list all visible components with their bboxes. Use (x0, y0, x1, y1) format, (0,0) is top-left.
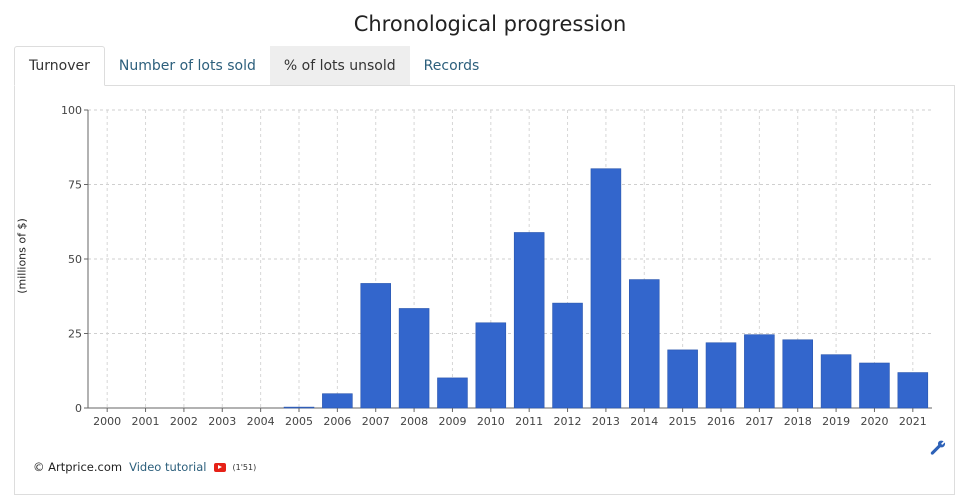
y-axis-label: (millions of $) (15, 218, 29, 294)
x-tick-label: 2019 (822, 415, 850, 428)
bar-2005[interactable] (283, 406, 315, 409)
x-tick-label: 2020 (860, 415, 888, 428)
x-tick-label: 2007 (362, 415, 390, 428)
x-tick-label: 2021 (899, 415, 927, 428)
x-tick-label: 2010 (477, 415, 505, 428)
x-tick-label: 2003 (208, 415, 236, 428)
bar-2011[interactable] (513, 232, 545, 409)
tab-percent-lots-unsold[interactable]: % of lots unsold (269, 46, 410, 86)
x-tick-label: 2001 (132, 415, 160, 428)
chart-panel (14, 85, 955, 495)
bar-2015[interactable] (667, 349, 698, 409)
x-tick-label: 2013 (592, 415, 620, 428)
tab-records[interactable]: Records (423, 58, 480, 74)
x-tick-label: 2002 (170, 415, 198, 428)
bar-2014[interactable] (629, 279, 660, 409)
bar-2018[interactable] (782, 339, 813, 409)
y-tick-label: 50 (68, 253, 82, 266)
bar-2010[interactable] (475, 322, 507, 409)
bar-2008[interactable] (398, 308, 430, 409)
video-duration: (1'51) (232, 462, 257, 472)
wrench-icon[interactable] (930, 440, 946, 456)
video-tutorial-link[interactable]: Video tutorial (129, 460, 207, 474)
x-tick-label: 2015 (669, 415, 697, 428)
bar-2007[interactable] (360, 283, 391, 409)
y-tick-label: 25 (68, 328, 82, 341)
youtube-icon[interactable] (213, 462, 226, 472)
bar-2021[interactable] (897, 372, 929, 409)
x-tick-label: 2005 (285, 415, 313, 428)
bar-2017[interactable] (744, 334, 775, 409)
x-tick-label: 2000 (93, 415, 121, 428)
y-tick-label: 75 (68, 179, 82, 192)
bar-2012[interactable] (552, 302, 583, 409)
bar-2013[interactable] (590, 168, 622, 409)
tab-turnover[interactable]: Turnover (14, 46, 105, 86)
bar-2009[interactable] (437, 377, 468, 409)
x-tick-label: 2009 (438, 415, 466, 428)
x-tick-label: 2014 (630, 415, 658, 428)
x-tick-label: 2008 (400, 415, 428, 428)
x-tick-label: 2012 (554, 415, 582, 428)
tab-bar: Turnover Number of lots sold % of lots u… (14, 46, 493, 86)
bar-2020[interactable] (859, 362, 890, 409)
x-tick-label: 2018 (784, 415, 812, 428)
tab-number-of-lots-sold[interactable]: Number of lots sold (118, 58, 256, 74)
page-title: Chronological progression (353, 12, 627, 36)
x-tick-label: 2004 (247, 415, 275, 428)
x-tick-label: 2006 (323, 415, 351, 428)
bar-2019[interactable] (820, 354, 852, 409)
bar-2006[interactable] (322, 393, 353, 409)
y-tick-label: 0 (75, 402, 82, 415)
bar-2016[interactable] (705, 342, 737, 409)
x-tick-label: 2017 (745, 415, 773, 428)
x-tick-label: 2016 (707, 415, 735, 428)
copyright-credit: © Artprice.com (33, 460, 123, 474)
chart-footer: © Artprice.com Video tutorial (1'51) (33, 460, 256, 474)
y-tick-label: 100 (61, 104, 82, 117)
x-tick-label: 2011 (515, 415, 543, 428)
